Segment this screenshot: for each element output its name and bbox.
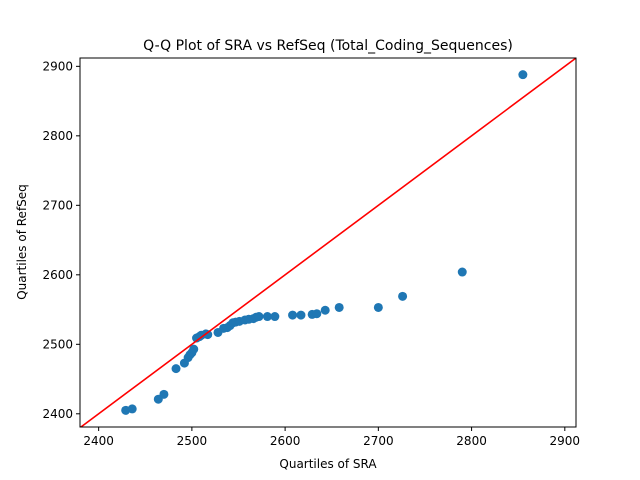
data-point: [254, 312, 264, 322]
data-point: [334, 302, 344, 312]
x-axis-label: Quartiles of SRA: [279, 457, 377, 471]
y-tick-label: 2800: [42, 129, 73, 143]
data-point: [288, 310, 298, 320]
data-point: [262, 312, 272, 322]
y-axis-label: Quartiles of RefSeq: [15, 184, 29, 300]
y-tick-label: 2600: [42, 268, 73, 282]
data-point: [373, 302, 383, 312]
x-axis: 2400 2500 2600 2700 2800 2900: [83, 427, 580, 448]
x-tick-label: 2500: [177, 434, 208, 448]
data-point: [270, 312, 280, 322]
y-tick-label: 2900: [42, 59, 73, 73]
data-point: [296, 310, 306, 320]
data-point: [398, 291, 408, 301]
data-point: [457, 267, 467, 277]
reference-line: [80, 58, 576, 427]
x-tick-label: 2400: [83, 434, 114, 448]
x-tick-label: 2600: [270, 434, 301, 448]
chart-title: Q-Q Plot of SRA vs RefSeq (Total_Coding_…: [143, 38, 513, 54]
data-point: [171, 364, 181, 374]
x-tick-label: 2800: [456, 434, 487, 448]
plot-area: [79, 57, 577, 428]
data-point: [320, 305, 330, 315]
data-point: [189, 344, 199, 354]
y-tick-label: 2500: [42, 337, 73, 351]
data-point: [312, 309, 322, 319]
axes-frame: [79, 57, 577, 428]
y-tick-label: 2700: [42, 198, 73, 212]
y-axis: 2400 2500 2600 2700 2800 2900: [42, 59, 80, 421]
y-tick-label: 2400: [42, 407, 73, 421]
data-point: [203, 330, 213, 340]
data-point: [127, 404, 137, 414]
x-tick-label: 2700: [363, 434, 394, 448]
data-point: [518, 70, 528, 80]
data-point: [159, 389, 169, 399]
x-tick-label: 2900: [550, 434, 581, 448]
